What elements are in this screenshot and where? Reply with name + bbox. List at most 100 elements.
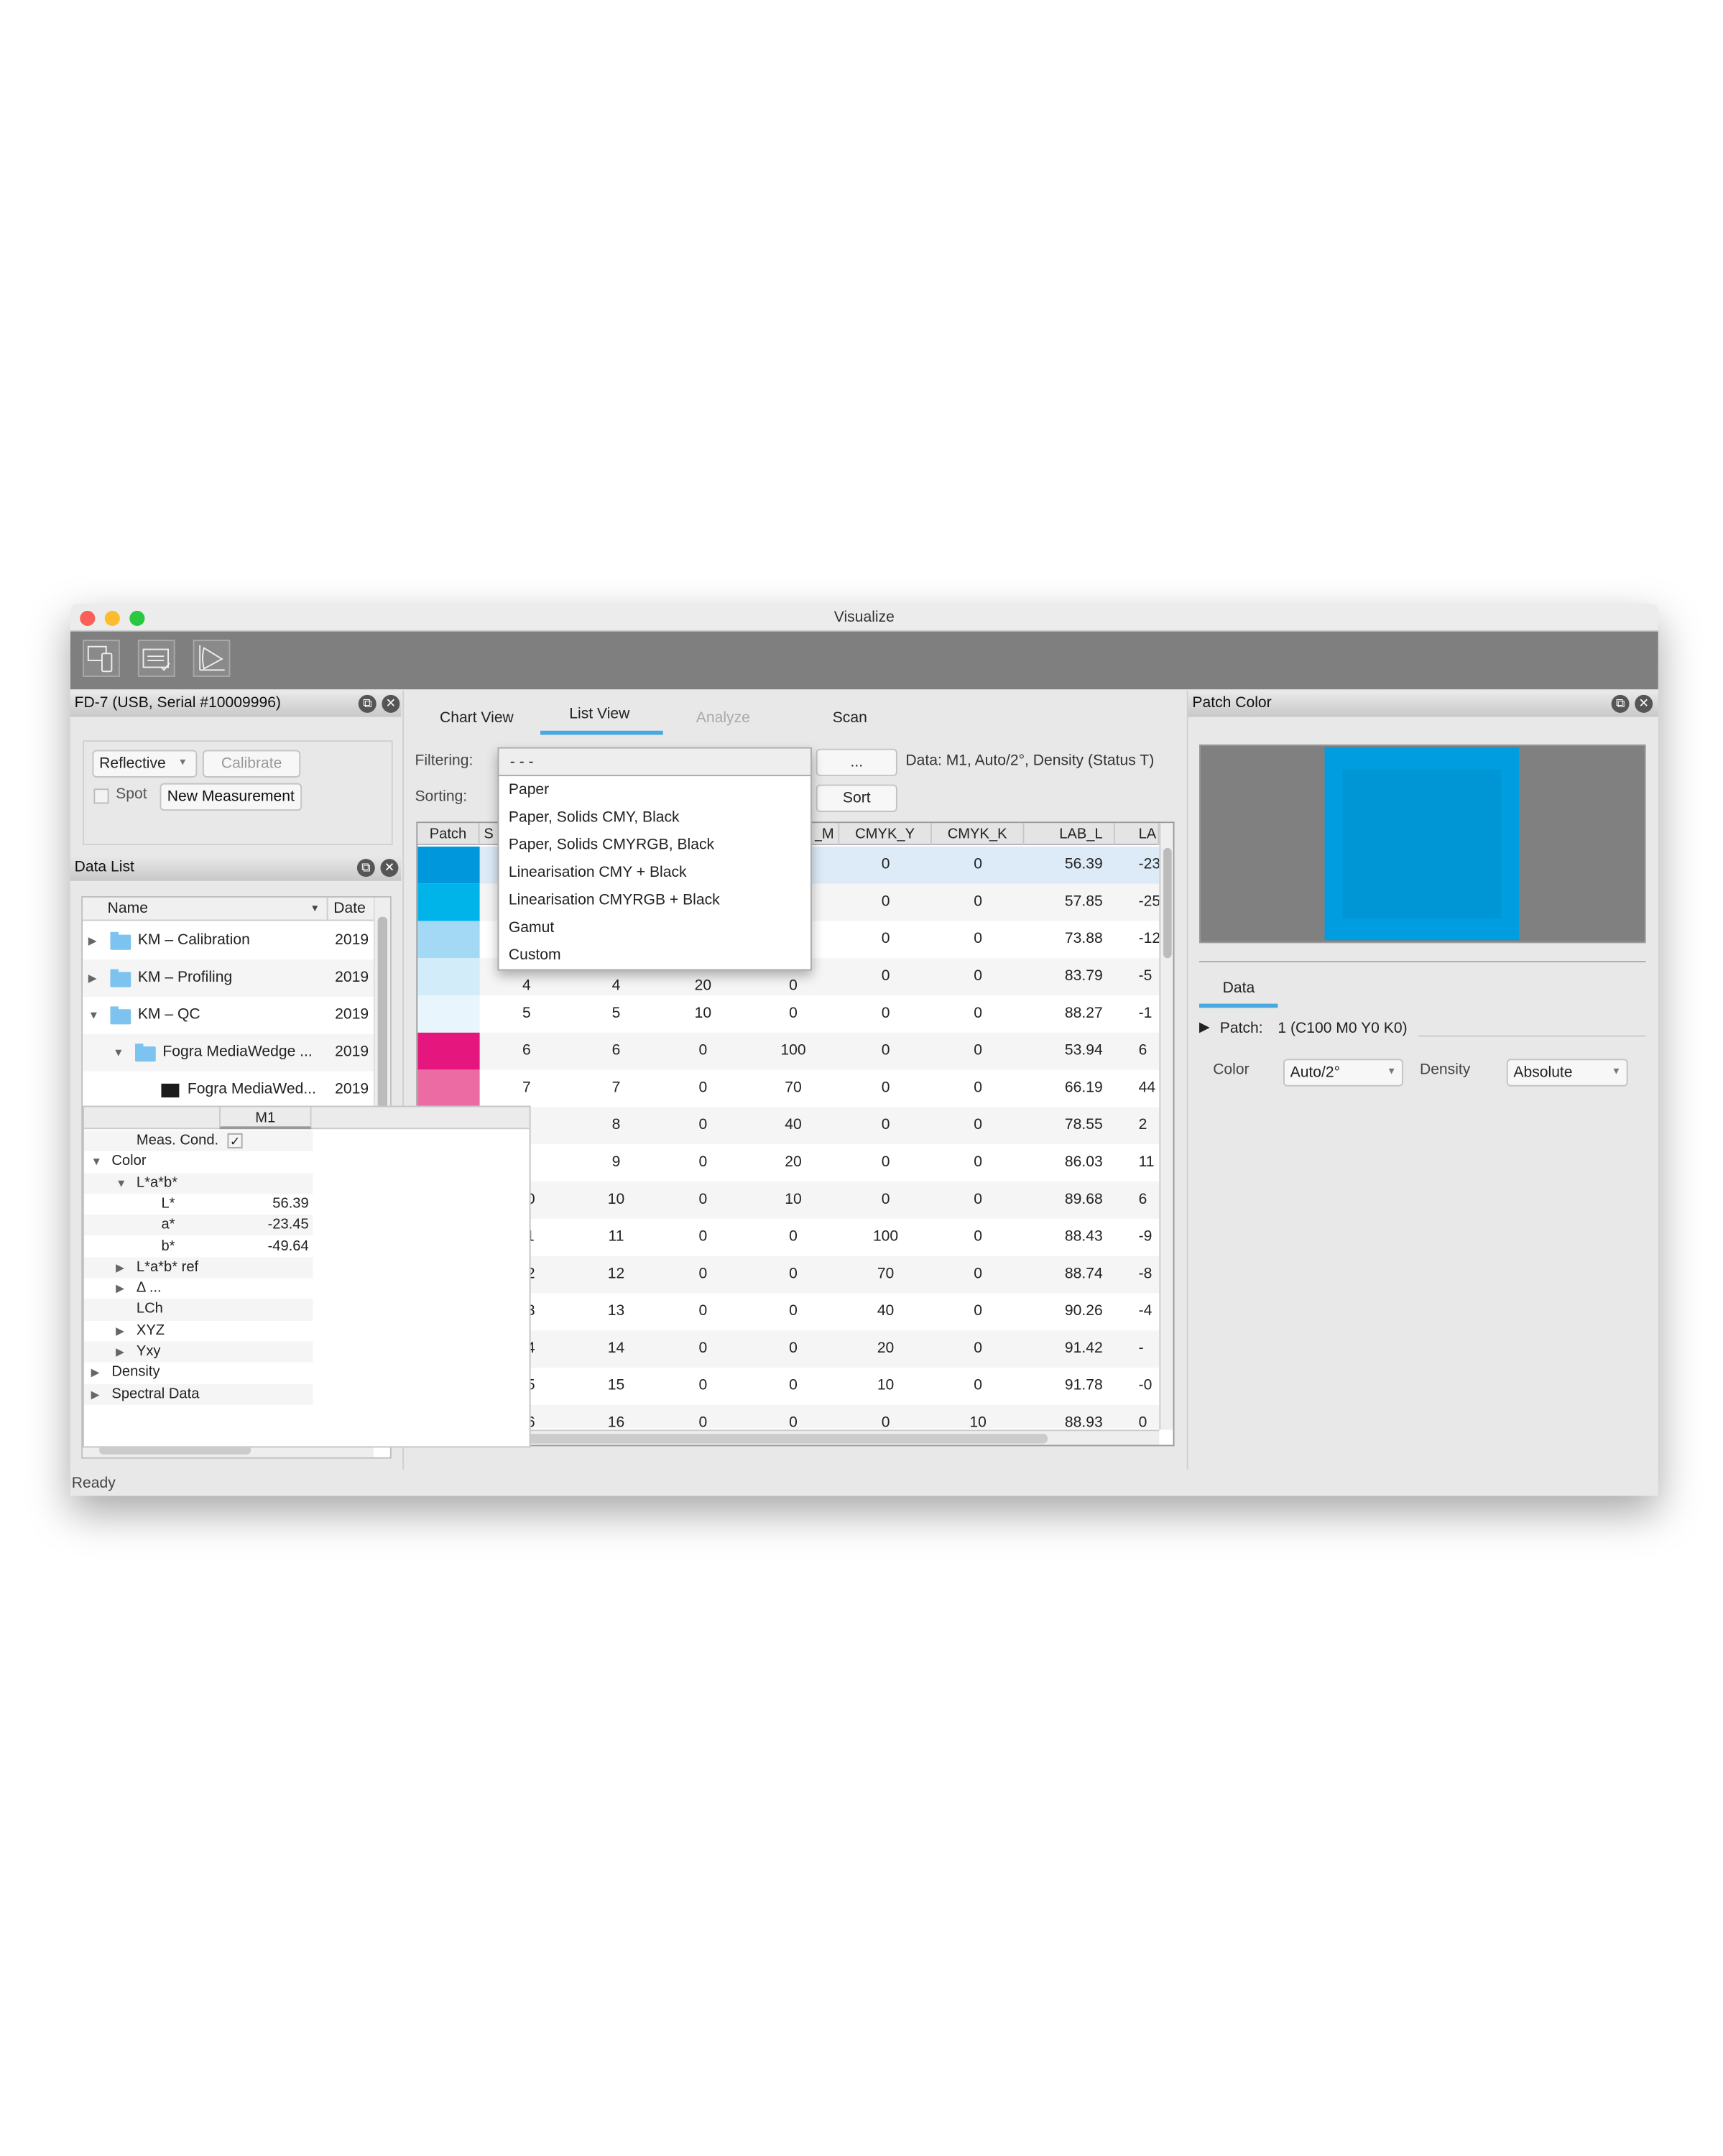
filter-dropdown[interactable]: - - - Paper Paper, Solids CMY, Black Paper…	[497, 747, 812, 971]
column-date[interactable]: Date	[326, 897, 366, 921]
color-select[interactable]: Auto/2° ▼	[1283, 1059, 1403, 1087]
table-cell: 6	[1138, 1042, 1147, 1059]
column-header[interactable]: CMYK_Y	[839, 823, 932, 845]
table-cell: 0	[789, 977, 798, 995]
close-panel-icon[interactable]: ✕	[382, 694, 400, 713]
close-window-button[interactable]	[80, 610, 96, 626]
meas-cond-checkbox[interactable]: ✓	[227, 1133, 243, 1149]
list-item[interactable]: ▶ KM – Calibration 2019	[83, 922, 374, 959]
filter-option[interactable]: Paper, Solids CMYRGB, Black	[508, 837, 715, 854]
caret-down-icon[interactable]: ▼	[91, 1156, 102, 1169]
tree-row[interactable]: ▶ Yxy	[84, 1341, 313, 1363]
column-m1[interactable]: M1	[219, 1107, 312, 1130]
column-header[interactable]: Patch	[417, 823, 480, 845]
caret-right-icon[interactable]: ▶	[91, 1366, 100, 1379]
caret-right-icon[interactable]: ▶	[116, 1345, 124, 1358]
tab-scan[interactable]: Scan	[832, 709, 867, 727]
instrument-icon[interactable]	[83, 640, 120, 677]
table-cell: 0	[881, 1042, 890, 1059]
filter-option[interactable]: Paper	[508, 781, 550, 798]
tab-list-view[interactable]: List View	[569, 706, 630, 723]
measurement-list-icon[interactable]	[137, 640, 175, 677]
column-header[interactable]: LA	[1115, 823, 1160, 845]
caret-right-icon[interactable]: ▶	[88, 972, 97, 985]
caret-right-icon[interactable]: ▶	[88, 934, 97, 947]
table-row[interactable]: 6 6 0 100 0 0 53.94 6	[417, 1032, 1160, 1070]
folder-icon	[135, 1044, 156, 1062]
table-cell: 0	[1138, 1414, 1147, 1429]
tab-chart-view[interactable]: Chart View	[439, 709, 514, 727]
tab-analyze[interactable]: Analyze	[696, 709, 750, 727]
tree-row[interactable]: ▼ Color	[84, 1151, 313, 1172]
caret-down-icon[interactable]: ▼	[88, 1009, 99, 1022]
caret-right-icon[interactable]: ▶	[116, 1282, 124, 1295]
caret-right-icon[interactable]: ▶	[116, 1324, 124, 1337]
zoom-window-button[interactable]	[129, 610, 145, 626]
close-panel-icon[interactable]: ✕	[380, 859, 399, 877]
table-row[interactable]: 7 7 0 70 0 0 66.19 44	[417, 1069, 1160, 1107]
sort-desc-icon: ▼	[310, 904, 320, 914]
calibrate-button[interactable]: Calibrate	[203, 750, 301, 778]
mode-select[interactable]: Reflective ▼	[92, 750, 198, 778]
tree-row[interactable]: ▶ Density	[84, 1363, 313, 1383]
patch-swatch	[417, 1032, 480, 1070]
float-panel-icon[interactable]: ⧉	[358, 694, 377, 713]
new-measurement-button[interactable]: New Measurement	[160, 783, 302, 811]
splitter[interactable]	[1186, 691, 1188, 1470]
caret-down-icon[interactable]: ▼	[113, 1046, 124, 1059]
table-row[interactable]: 5 5 10 0 0 0 88.27 -1	[417, 995, 1160, 1033]
list-item[interactable]: ▶ KM – Profiling 2019	[83, 959, 374, 998]
list-item[interactable]: ▼ KM – QC 2019	[83, 997, 374, 1034]
table-cell: 90.26	[1064, 1302, 1103, 1319]
table-vertical-scrollbar[interactable]	[1159, 823, 1173, 1430]
table-row[interactable]: 10100100089.686	[417, 1181, 1160, 1219]
filter-option[interactable]: Gamut	[508, 919, 555, 936]
tree-row[interactable]: a* -23.45	[84, 1215, 313, 1236]
filter-option[interactable]: Linearisation CMYRGB + Black	[508, 892, 720, 909]
tree-row[interactable]: LCh	[84, 1299, 313, 1321]
splitter[interactable]	[402, 691, 405, 1470]
tree-row[interactable]: ▶ Spectral Data	[84, 1383, 313, 1405]
tree-row[interactable]: L* 56.39	[84, 1194, 313, 1215]
list-item[interactable]: ▼ Fogra MediaWedge ... 2019	[83, 1033, 374, 1072]
table-cell: 0	[789, 1377, 798, 1394]
column-header[interactable]: CMYK_K	[932, 823, 1025, 845]
caret-right-icon[interactable]: ▶	[116, 1261, 124, 1274]
close-panel-icon[interactable]: ✕	[1635, 694, 1653, 713]
tree-row[interactable]: ▶ Δ ...	[84, 1279, 313, 1299]
table-cell: 91.78	[1064, 1377, 1103, 1394]
tree-row[interactable]: ▼ L*a*b*	[84, 1172, 313, 1194]
filter-more-button[interactable]: ...	[816, 748, 897, 777]
column-header[interactable]: CMYK_M	[815, 823, 840, 845]
chart-view-icon[interactable]	[193, 640, 231, 677]
patch-swatch	[417, 958, 480, 996]
table-cell: 10	[694, 1005, 712, 1022]
tree-row[interactable]: ▶ XYZ	[84, 1320, 313, 1341]
density-select[interactable]: Absolute ▼	[1506, 1059, 1628, 1087]
scroll-thumb[interactable]	[1163, 847, 1172, 959]
expand-right-icon[interactable]: ▶	[1199, 1020, 1210, 1036]
filter-option[interactable]: Custom	[508, 946, 561, 964]
table-cell: 15	[607, 1377, 625, 1394]
filter-option[interactable]: Linearisation CMY + Black	[508, 864, 687, 881]
scroll-thumb[interactable]	[434, 1434, 1048, 1444]
float-panel-icon[interactable]: ⧉	[356, 859, 375, 877]
spot-checkbox[interactable]	[93, 788, 109, 804]
column-name[interactable]: Name	[107, 900, 148, 917]
caret-down-icon[interactable]: ▼	[116, 1176, 127, 1189]
tree-row[interactable]: ▶ L*a*b* ref	[84, 1257, 313, 1279]
sorting-label: Sorting:	[415, 788, 468, 806]
float-panel-icon[interactable]: ⧉	[1611, 694, 1630, 713]
filter-option[interactable]: Paper, Solids CMY, Black	[508, 809, 680, 826]
table-horizontal-scrollbar[interactable]	[417, 1429, 1160, 1445]
list-item[interactable]: Fogra MediaWed... 2019	[83, 1072, 374, 1109]
column-header[interactable]: LAB_L	[1024, 823, 1115, 845]
sort-button[interactable]: Sort	[816, 784, 897, 812]
caret-right-icon[interactable]: ▶	[91, 1388, 100, 1401]
minimize-window-button[interactable]	[104, 610, 120, 626]
tree-row[interactable]: Meas. Cond. ✓	[84, 1130, 313, 1152]
table-cell: 53.94	[1064, 1042, 1103, 1059]
filter-selected-value[interactable]: - - -	[499, 748, 811, 777]
tree-row[interactable]: b* -49.64	[84, 1236, 313, 1257]
tab-data[interactable]: Data	[1222, 980, 1255, 998]
